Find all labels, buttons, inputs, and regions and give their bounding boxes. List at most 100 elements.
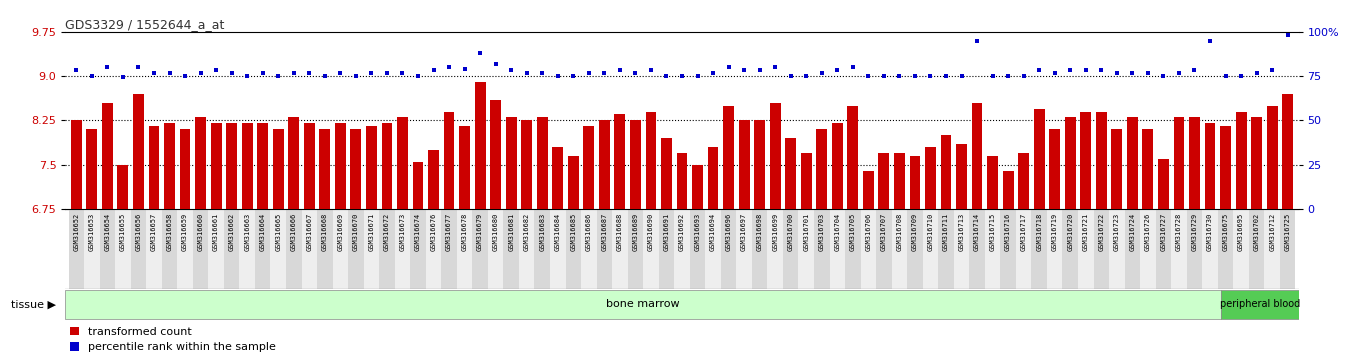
Bar	[907, 209, 922, 289]
Text: GSM316717: GSM316717	[1020, 213, 1027, 251]
Bar	[1218, 209, 1233, 289]
Bar	[956, 144, 967, 209]
Bar	[382, 123, 393, 209]
Bar	[1112, 129, 1123, 209]
Bar	[1000, 209, 1016, 289]
Text: GSM316699: GSM316699	[772, 213, 779, 251]
Bar	[506, 118, 517, 209]
Bar	[816, 129, 827, 209]
Bar	[443, 112, 454, 209]
Bar	[1221, 126, 1230, 209]
Bar	[925, 147, 936, 209]
Point	[578, 70, 600, 76]
Point	[469, 50, 491, 55]
Point	[330, 70, 352, 76]
Bar	[1018, 153, 1028, 209]
Bar	[985, 209, 1000, 289]
Text: GSM316728: GSM316728	[1176, 213, 1183, 251]
Bar	[301, 209, 316, 289]
Bar	[457, 209, 472, 289]
Point	[128, 64, 150, 70]
Point	[1245, 70, 1267, 76]
Point	[360, 70, 382, 76]
Point	[734, 67, 756, 73]
Point	[516, 70, 537, 76]
Point	[1277, 32, 1299, 38]
Bar	[988, 156, 998, 209]
Bar	[192, 209, 209, 289]
Point	[80, 73, 102, 79]
Bar	[768, 209, 783, 289]
Bar	[861, 209, 876, 289]
Point	[143, 70, 165, 76]
Bar	[1034, 109, 1045, 209]
Point	[888, 73, 910, 79]
Bar	[645, 112, 656, 209]
Bar	[1173, 118, 1184, 209]
Bar	[85, 209, 100, 289]
Text: GSM316656: GSM316656	[135, 213, 142, 251]
Text: GSM316662: GSM316662	[229, 213, 235, 251]
Bar	[286, 209, 301, 289]
Bar	[1124, 209, 1140, 289]
Text: GSM316716: GSM316716	[1005, 213, 1011, 251]
Text: GSM316700: GSM316700	[787, 213, 794, 251]
Bar	[596, 209, 612, 289]
Point	[158, 70, 180, 76]
Point	[1043, 70, 1065, 76]
Text: GSM316711: GSM316711	[943, 213, 949, 251]
Bar	[1189, 118, 1200, 209]
Bar	[627, 209, 644, 289]
Text: GSM316671: GSM316671	[368, 213, 374, 251]
Bar	[814, 209, 829, 289]
Text: GSM316706: GSM316706	[865, 213, 872, 251]
Text: GSM316694: GSM316694	[711, 213, 716, 251]
Point	[640, 67, 662, 73]
Point	[608, 67, 630, 73]
Bar	[922, 209, 938, 289]
Text: GSM316702: GSM316702	[1254, 213, 1259, 251]
Bar	[938, 209, 953, 289]
Text: peripheral blood: peripheral blood	[1219, 299, 1300, 309]
Bar	[475, 82, 486, 209]
Text: GSM316697: GSM316697	[741, 213, 747, 251]
Bar	[428, 150, 439, 209]
Bar	[941, 135, 952, 209]
Point	[593, 70, 615, 76]
Bar	[971, 103, 982, 209]
Bar	[1016, 209, 1031, 289]
Bar	[488, 209, 503, 289]
Text: GSM316703: GSM316703	[818, 213, 825, 251]
Point	[190, 70, 211, 76]
Point	[438, 64, 460, 70]
Bar	[786, 138, 797, 209]
Point	[717, 64, 739, 70]
Bar	[752, 209, 768, 289]
Text: GSM316667: GSM316667	[307, 213, 312, 251]
Text: GSM316685: GSM316685	[570, 213, 577, 251]
Bar	[537, 118, 548, 209]
Bar	[1202, 209, 1218, 289]
Bar	[614, 114, 625, 209]
Point	[454, 66, 476, 72]
Bar	[394, 209, 411, 289]
Text: GSM316704: GSM316704	[835, 213, 840, 251]
Text: GSM316709: GSM316709	[913, 213, 918, 251]
Bar	[1172, 209, 1187, 289]
Bar	[149, 126, 160, 209]
Text: GSM316660: GSM316660	[198, 213, 203, 251]
Bar	[612, 209, 627, 289]
Point	[532, 70, 554, 76]
Text: GSM316663: GSM316663	[244, 213, 250, 251]
Point	[267, 73, 289, 79]
Point	[1028, 67, 1050, 73]
Point	[562, 73, 584, 79]
Text: GSM316683: GSM316683	[539, 213, 546, 251]
Point	[1090, 67, 1112, 73]
Bar	[1155, 209, 1172, 289]
Bar	[552, 147, 563, 209]
Bar	[304, 123, 315, 209]
Bar	[490, 100, 501, 209]
Point	[236, 73, 258, 79]
Bar	[210, 123, 221, 209]
